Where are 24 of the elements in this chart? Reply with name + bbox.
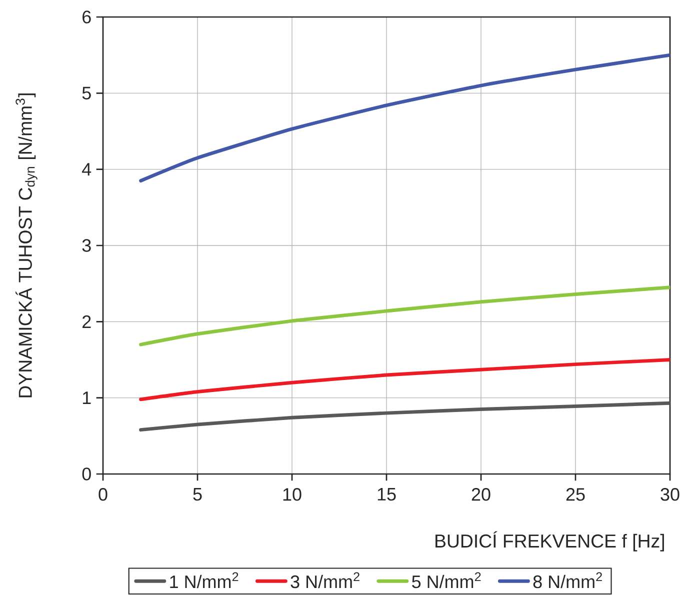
x-tick-label: 20 — [472, 488, 490, 501]
legend-label: 5 N/mm$^{2}$ — [412, 572, 481, 588]
line-series — [139, 286, 670, 346]
x-tick-label: 15 — [378, 488, 396, 501]
line-series — [139, 401, 670, 432]
y-tick-label: 3 — [82, 239, 91, 252]
x-tick-label: 25 — [566, 488, 585, 501]
y-axis-title: DYNAMICKÁ TUHOST C$_{dyn}$ [N/mm$^{3}$] — [16, 94, 38, 398]
y-tick-label: 5 — [82, 86, 91, 100]
legend-label: 8 N/mm$^{2}$ — [533, 572, 602, 588]
y-tick-label: 1 — [82, 392, 91, 404]
y-tick-label: 0 — [82, 468, 91, 480]
legend-label: 1 N/mm$^{2}$ — [170, 572, 238, 588]
x-tick-label: 10 — [283, 488, 302, 501]
legend-label: 3 N/mm$^{2}$ — [290, 572, 360, 588]
line-series — [139, 358, 670, 402]
line-series — [139, 53, 670, 182]
y-tick-label: 4 — [82, 163, 92, 176]
x-tick-label: 30 — [660, 488, 680, 501]
y-tick-label: 2 — [82, 315, 91, 328]
x-axis-title: BUDICÍ FREKVENCE f [Hz] — [436, 531, 664, 552]
x-tick-label: 5 — [193, 488, 202, 501]
y-tick-label: 6 — [82, 10, 91, 24]
x-tick-label: 0 — [98, 488, 108, 501]
